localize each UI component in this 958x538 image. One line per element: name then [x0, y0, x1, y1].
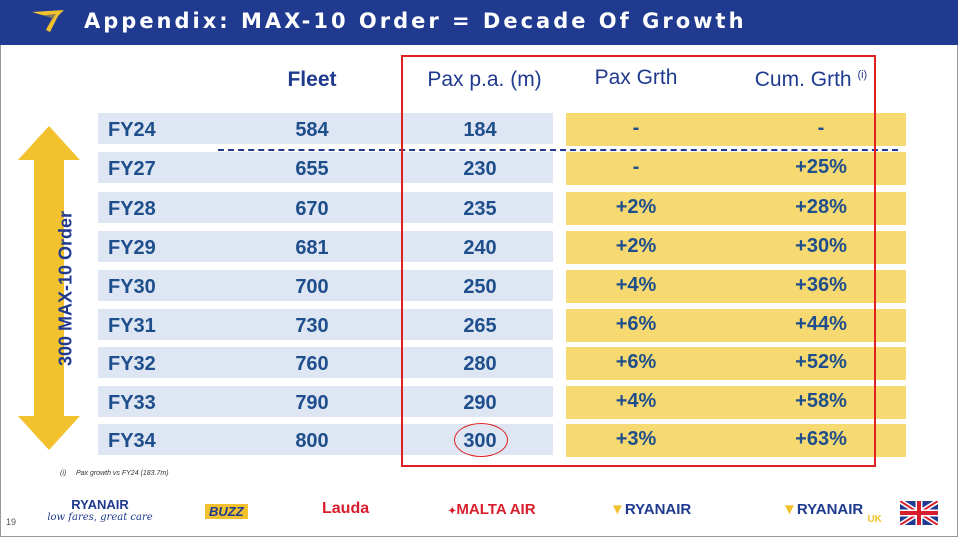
- cell-fy: FY28: [108, 198, 156, 220]
- header-bar: [0, 0, 958, 45]
- highlight-circle: [454, 423, 508, 457]
- malta-air-logo: ✦MALTA AIR: [448, 501, 536, 518]
- cell-fy: FY24: [108, 119, 156, 141]
- row-background: [98, 152, 553, 183]
- footnote: (i) Pax growth vs FY24 (183.7m): [60, 470, 169, 477]
- cell-pax: 290: [463, 392, 497, 414]
- ryanair-group-tagline: low fares, great care: [47, 512, 153, 523]
- cell-fleet: 730: [295, 315, 329, 337]
- growth-background: [566, 270, 906, 303]
- cell-fy: FY34: [108, 430, 156, 452]
- page-title: Appendix: MAX-10 Order = Decade Of Growt…: [84, 9, 747, 33]
- cell-cum-growth: +30%: [795, 235, 847, 257]
- cell-pax-growth: +3%: [615, 428, 657, 450]
- cell-fy: FY33: [108, 392, 156, 414]
- cell-cum-growth: +58%: [795, 390, 847, 412]
- row-background: [98, 270, 553, 301]
- row-background: [98, 113, 553, 144]
- cell-pax-growth: +6%: [615, 351, 657, 373]
- ryanair-name: RYANAIR: [624, 501, 692, 518]
- cum-growth-note: (i): [857, 69, 868, 81]
- row-background: [98, 347, 553, 378]
- lauda-name: Lauda: [322, 500, 370, 517]
- ryanair-uk-suffix: UK: [867, 514, 882, 525]
- uk-flag-icon: [900, 501, 938, 525]
- ryanair-group-name: RYANAIR: [71, 497, 129, 512]
- cell-fleet: 655: [295, 158, 329, 180]
- growth-background: [566, 347, 906, 380]
- growth-background: [566, 231, 906, 264]
- col-header-pax-growth: Pax Grth: [594, 66, 678, 89]
- cell-cum-growth: +36%: [795, 274, 847, 296]
- cell-pax-growth: +2%: [615, 235, 657, 257]
- cell-pax: 280: [463, 353, 497, 375]
- cell-cum-growth: -: [817, 117, 825, 139]
- ryanair-logo: ▼RYANAIR: [610, 501, 692, 518]
- lauda-logo: LLauda: [322, 500, 369, 518]
- ryanair-group-logo: RYANAIR low fares, great care: [40, 497, 160, 523]
- cell-fleet: 760: [295, 353, 329, 375]
- cell-fleet: 790: [295, 392, 329, 414]
- cell-pax: 235: [463, 198, 497, 220]
- cum-growth-label: Cum. Grth: [754, 68, 852, 91]
- growth-background: [566, 424, 906, 457]
- cell-pax-growth: -: [632, 117, 640, 139]
- growth-background: [566, 192, 906, 225]
- cell-fy: FY30: [108, 276, 156, 298]
- cell-pax-growth: +2%: [615, 196, 657, 218]
- col-header-cum-growth: Cum. Grth (i): [736, 68, 886, 92]
- cell-fleet: 681: [295, 237, 329, 259]
- ryanair-uk-name: RYANAIR: [796, 501, 864, 518]
- cell-cum-growth: +52%: [795, 351, 847, 373]
- ryanair-uk-logo: ▼RYANAIR UK: [782, 501, 882, 525]
- footnote-text: Pax growth vs FY24 (183.7m): [75, 470, 169, 477]
- highlight-box: [401, 55, 876, 467]
- cell-fleet: 800: [295, 430, 329, 452]
- harp-logo-icon: [32, 10, 64, 32]
- row-background: [98, 386, 553, 417]
- malta-air-name: MALTA AIR: [456, 501, 536, 518]
- growth-background: [566, 152, 906, 185]
- cell-pax: 250: [463, 276, 497, 298]
- growth-background: [566, 113, 906, 146]
- cell-pax-growth: +6%: [615, 313, 657, 335]
- cell-pax: 184: [463, 119, 497, 141]
- cell-fy: FY31: [108, 315, 156, 337]
- divider-line: [218, 149, 898, 151]
- cell-fy: FY32: [108, 353, 156, 375]
- cell-cum-growth: +63%: [795, 428, 847, 450]
- arrow-label: 300 MAX-10 Order: [55, 210, 76, 367]
- cell-fleet: 584: [295, 119, 329, 141]
- col-header-fleet: Fleet: [287, 68, 337, 91]
- cell-fleet: 700: [295, 276, 329, 298]
- row-background: [98, 231, 553, 262]
- cell-fy: FY27: [108, 158, 156, 180]
- cell-pax: 240: [463, 237, 497, 259]
- footnote-marker: (i): [60, 470, 67, 477]
- cell-pax-growth: -: [632, 156, 640, 178]
- cell-cum-growth: +28%: [795, 196, 847, 218]
- col-header-pax: Pax p.a. (m): [427, 68, 542, 91]
- cell-pax: 230: [463, 158, 497, 180]
- double-arrow-icon: [18, 126, 80, 450]
- row-background: [98, 192, 553, 223]
- growth-background: [566, 386, 906, 419]
- cell-cum-growth: +44%: [795, 313, 847, 335]
- row-background: [98, 309, 553, 340]
- cell-fy: FY29: [108, 237, 156, 259]
- cell-pax-growth: +4%: [615, 390, 657, 412]
- cell-fleet: 670: [295, 198, 329, 220]
- buzz-logo: BUZZ: [205, 504, 248, 519]
- cell-cum-growth: +25%: [795, 156, 847, 178]
- cell-pax: 265: [463, 315, 497, 337]
- growth-background: [566, 309, 906, 342]
- page-number: 19: [6, 517, 17, 527]
- cell-pax-growth: +4%: [615, 274, 657, 296]
